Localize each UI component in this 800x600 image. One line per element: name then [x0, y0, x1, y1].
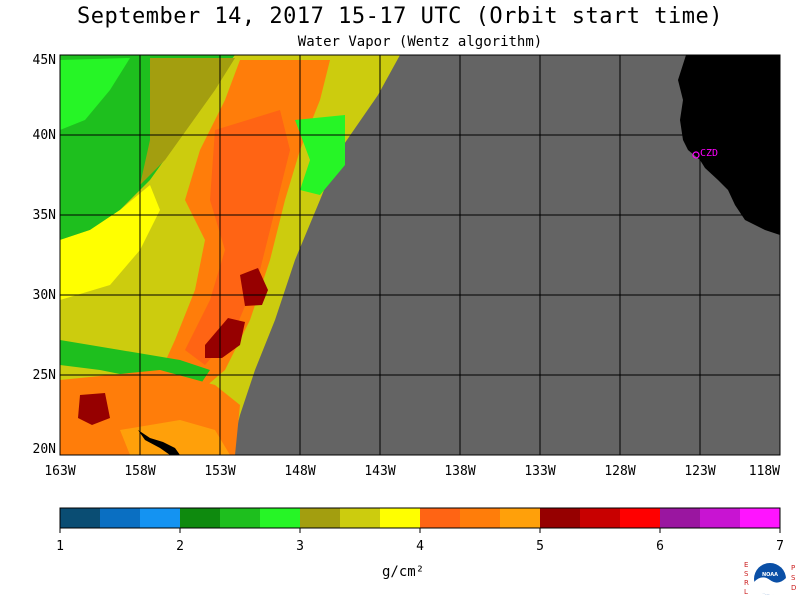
longitude-label: 158W — [124, 464, 155, 479]
latitude-label: 20N — [33, 442, 56, 457]
longitude-label: 133W — [524, 464, 555, 479]
swath-dark-red-1 — [240, 268, 268, 306]
colorbar-swatch — [420, 508, 461, 528]
latitude-label: 45N — [33, 53, 56, 68]
colorbar-swatch — [180, 508, 221, 528]
colorbar-tick-label: 2 — [176, 539, 184, 554]
colorbar-tick-label: 4 — [416, 539, 424, 554]
colorbar-swatch — [380, 508, 421, 528]
latitude-label: 30N — [33, 288, 56, 303]
map-subtitle: Water Vapor (Wentz algorithm) — [297, 34, 543, 50]
longitude-label: 138W — [444, 464, 475, 479]
colorbar-swatch — [300, 508, 341, 528]
colorbar-swatch — [540, 508, 581, 528]
swath-south-light — [120, 420, 230, 455]
colorbar-swatch — [60, 508, 101, 528]
colorbar-swatch — [580, 508, 621, 528]
longitude-labels: 163W 158W 153W 148W 143W 138W 133W 128W 123W 118W — [44, 464, 780, 479]
map-title: September 14, 2017 15-17 UTC (Orbit star… — [76, 4, 724, 29]
colorbar-swatch — [260, 508, 301, 528]
swath-olive-band — [140, 58, 235, 185]
colorbar-tick-label: 6 — [656, 539, 664, 554]
swath-dark-red-2 — [205, 318, 245, 358]
longitude-label: 128W — [604, 464, 635, 479]
colorbar-tick-labels: 1 2 3 4 5 6 7 — [56, 528, 784, 554]
colorbar-swatch — [460, 508, 501, 528]
hawaii-islands — [138, 430, 180, 455]
colorbar-swatch — [700, 508, 741, 528]
longitude-label: 148W — [284, 464, 315, 479]
longitude-label: 153W — [204, 464, 235, 479]
graticule — [60, 55, 780, 455]
longitude-label: 123W — [684, 464, 715, 479]
longitude-label: 118W — [749, 464, 780, 479]
colorbar-unit: g/cm² — [382, 564, 425, 580]
latitude-label: 40N — [33, 128, 56, 143]
colorbar-tick-label: 5 — [536, 539, 544, 554]
noaa-logo-wave — [754, 577, 786, 596]
colorbar — [59, 507, 781, 529]
colorbar-tick-label: 7 — [776, 539, 784, 554]
colorbar-tick-label: 1 — [56, 539, 64, 554]
swath-dark-red-3 — [78, 393, 110, 425]
swath-deep-orange — [185, 110, 290, 365]
station-marker: CZD — [692, 148, 718, 159]
map-frame — [59, 54, 781, 456]
noaa-logo-text: NOAA — [762, 572, 778, 578]
colorbar-tick-label: 3 — [296, 539, 304, 554]
longitude-label: 143W — [364, 464, 395, 479]
colorbar-swatch — [740, 508, 781, 528]
swath-yellow-band — [60, 185, 160, 300]
latitude-label: 35N — [33, 208, 56, 223]
colorbar-swatch — [220, 508, 261, 528]
colorbar-swatch — [500, 508, 541, 528]
colorbar-swatch — [140, 508, 181, 528]
colorbar-swatch — [660, 508, 701, 528]
swath-bright-green — [60, 58, 130, 130]
colorbar-swatch — [340, 508, 381, 528]
station-label: CZD — [700, 148, 718, 159]
colorbar-swatch — [100, 508, 141, 528]
land-california — [678, 55, 780, 235]
map-field — [60, 55, 780, 455]
latitude-labels: 45N 40N 35N 30N 25N 20N — [33, 53, 56, 457]
longitude-label: 163W — [44, 464, 75, 479]
station-marker-icon — [692, 151, 700, 159]
colorbar-swatch — [620, 508, 661, 528]
latitude-label: 25N — [33, 368, 56, 383]
